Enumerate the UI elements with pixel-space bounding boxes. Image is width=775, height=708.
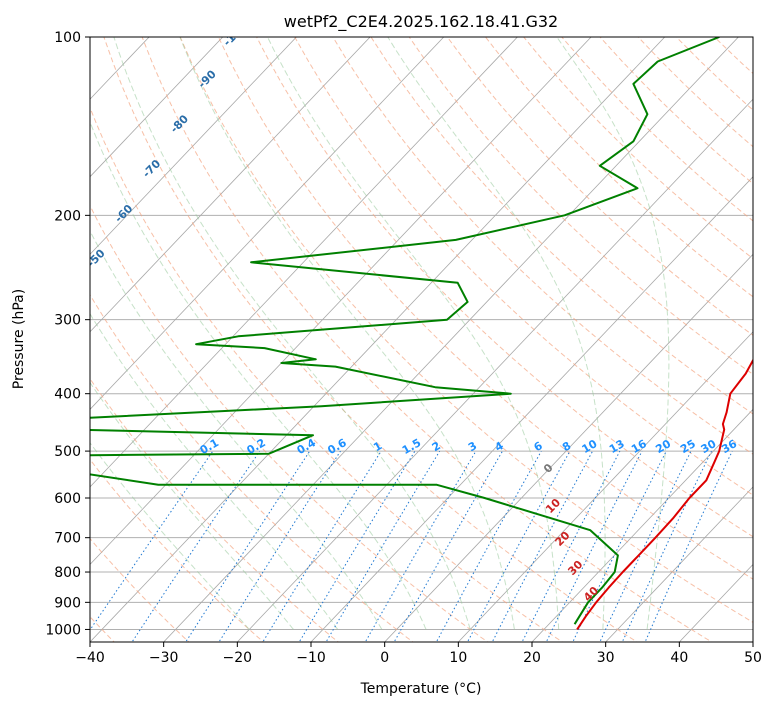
temperature-line [576, 358, 753, 630]
isotherm-line [90, 37, 371, 333]
dry-adiabat-line [294, 37, 753, 496]
data-layer [90, 37, 753, 630]
dry-adiabat-line [90, 458, 265, 642]
x-tick-label: 10 [449, 650, 467, 666]
y-tick-label: 1000 [45, 622, 81, 638]
mixing-ratio-line [466, 450, 571, 642]
isotherm-line [531, 408, 753, 642]
isotherm-line [90, 37, 666, 642]
dry-adiabat-label: -100 [221, 20, 250, 49]
y-tick-label: 500 [54, 444, 81, 460]
dry-adiabat-line [90, 293, 414, 642]
chart-title: wetPf2_C2E4.2025.162.18.41.G32 [284, 12, 558, 32]
mixing-ratio-line [131, 450, 261, 642]
dry-adiabat-line [332, 37, 753, 455]
moist-adiabat-line [90, 229, 383, 630]
y-tick-label: 100 [54, 30, 81, 46]
isotherm-line [90, 37, 297, 255]
dry-adiabat-line [90, 377, 340, 642]
x-tick-label: 0 [380, 650, 389, 666]
dry-adiabat-line [141, 37, 713, 642]
mixing-ratio-line [521, 450, 621, 642]
y-axis-title: Pressure (hPa) [11, 289, 27, 389]
x-tick-label: −30 [149, 650, 179, 666]
x-tick-label: −40 [75, 650, 105, 666]
dry-adiabat-line [217, 37, 753, 580]
y-tick-label: 900 [54, 595, 81, 611]
dewpoint-line [90, 37, 720, 625]
dry-adiabat-line [408, 37, 753, 375]
mixing-ratio-line [325, 450, 441, 642]
y-axis: 100 200 300 400 500 600 700 800 900 1000 [45, 30, 90, 638]
isotherm-line [163, 37, 739, 642]
mixing-ratio-line [262, 450, 382, 642]
plot-frame [89, 36, 754, 643]
x-tick-label: 50 [744, 650, 762, 666]
x-tick-label: 40 [670, 650, 688, 666]
x-axis-title: Temperature (°C) [360, 681, 482, 697]
mixing-ratio-line [185, 450, 311, 642]
y-tick-label: 800 [54, 565, 81, 581]
dry-adiabat-line [256, 37, 753, 538]
dry-adiabat-line [90, 106, 564, 642]
moist-adiabat-line [90, 120, 427, 630]
dry-adiabat-line [90, 537, 190, 642]
mixing-ratio-line [218, 450, 341, 642]
y-tick-label: 600 [54, 491, 81, 507]
x-tick-label: −20 [223, 650, 253, 666]
isotherm-line [605, 486, 753, 642]
moist-adiabat-line [90, 442, 250, 630]
moist-adiabat-line [387, 37, 606, 630]
x-tick-label: 20 [523, 650, 541, 666]
mixing-ratio-line [491, 450, 594, 642]
x-tick-label: 30 [597, 650, 615, 666]
isotherm-line [236, 98, 753, 642]
grid-layer [90, 37, 753, 642]
dry-adiabat-line [179, 37, 753, 623]
y-tick-label: 700 [54, 531, 81, 547]
isotherm-line [384, 253, 753, 642]
x-axis: −40 −30 −20 −10 0 10 20 30 40 50 [75, 642, 762, 666]
moist-adiabat-line [266, 37, 560, 630]
isotherm-line [310, 176, 753, 642]
isotherm-line [90, 37, 518, 488]
moist-adiabat-line [90, 312, 339, 630]
mixing-ratio-line [621, 450, 712, 642]
y-tick-label: 400 [54, 387, 81, 403]
y-tick-label: 200 [54, 208, 81, 224]
mixing-ratio-line [90, 450, 214, 631]
isotherm-line [90, 37, 592, 566]
moist-adiabat-line [113, 37, 471, 630]
moist-adiabat-line [556, 37, 670, 630]
dry-adiabat-line [103, 37, 638, 642]
x-tick-label: −10 [296, 650, 326, 666]
dry-adiabat-line [90, 204, 489, 642]
isopleth-layer [90, 37, 753, 642]
mixing-ratio-line [364, 450, 477, 642]
mixing-ratio-line [599, 450, 692, 642]
isotherm-line [90, 37, 224, 178]
y-tick-label: 300 [54, 313, 81, 329]
isotherm-line [457, 331, 753, 642]
dry-adiabat-line [446, 37, 753, 336]
isotherm-line [90, 37, 445, 410]
